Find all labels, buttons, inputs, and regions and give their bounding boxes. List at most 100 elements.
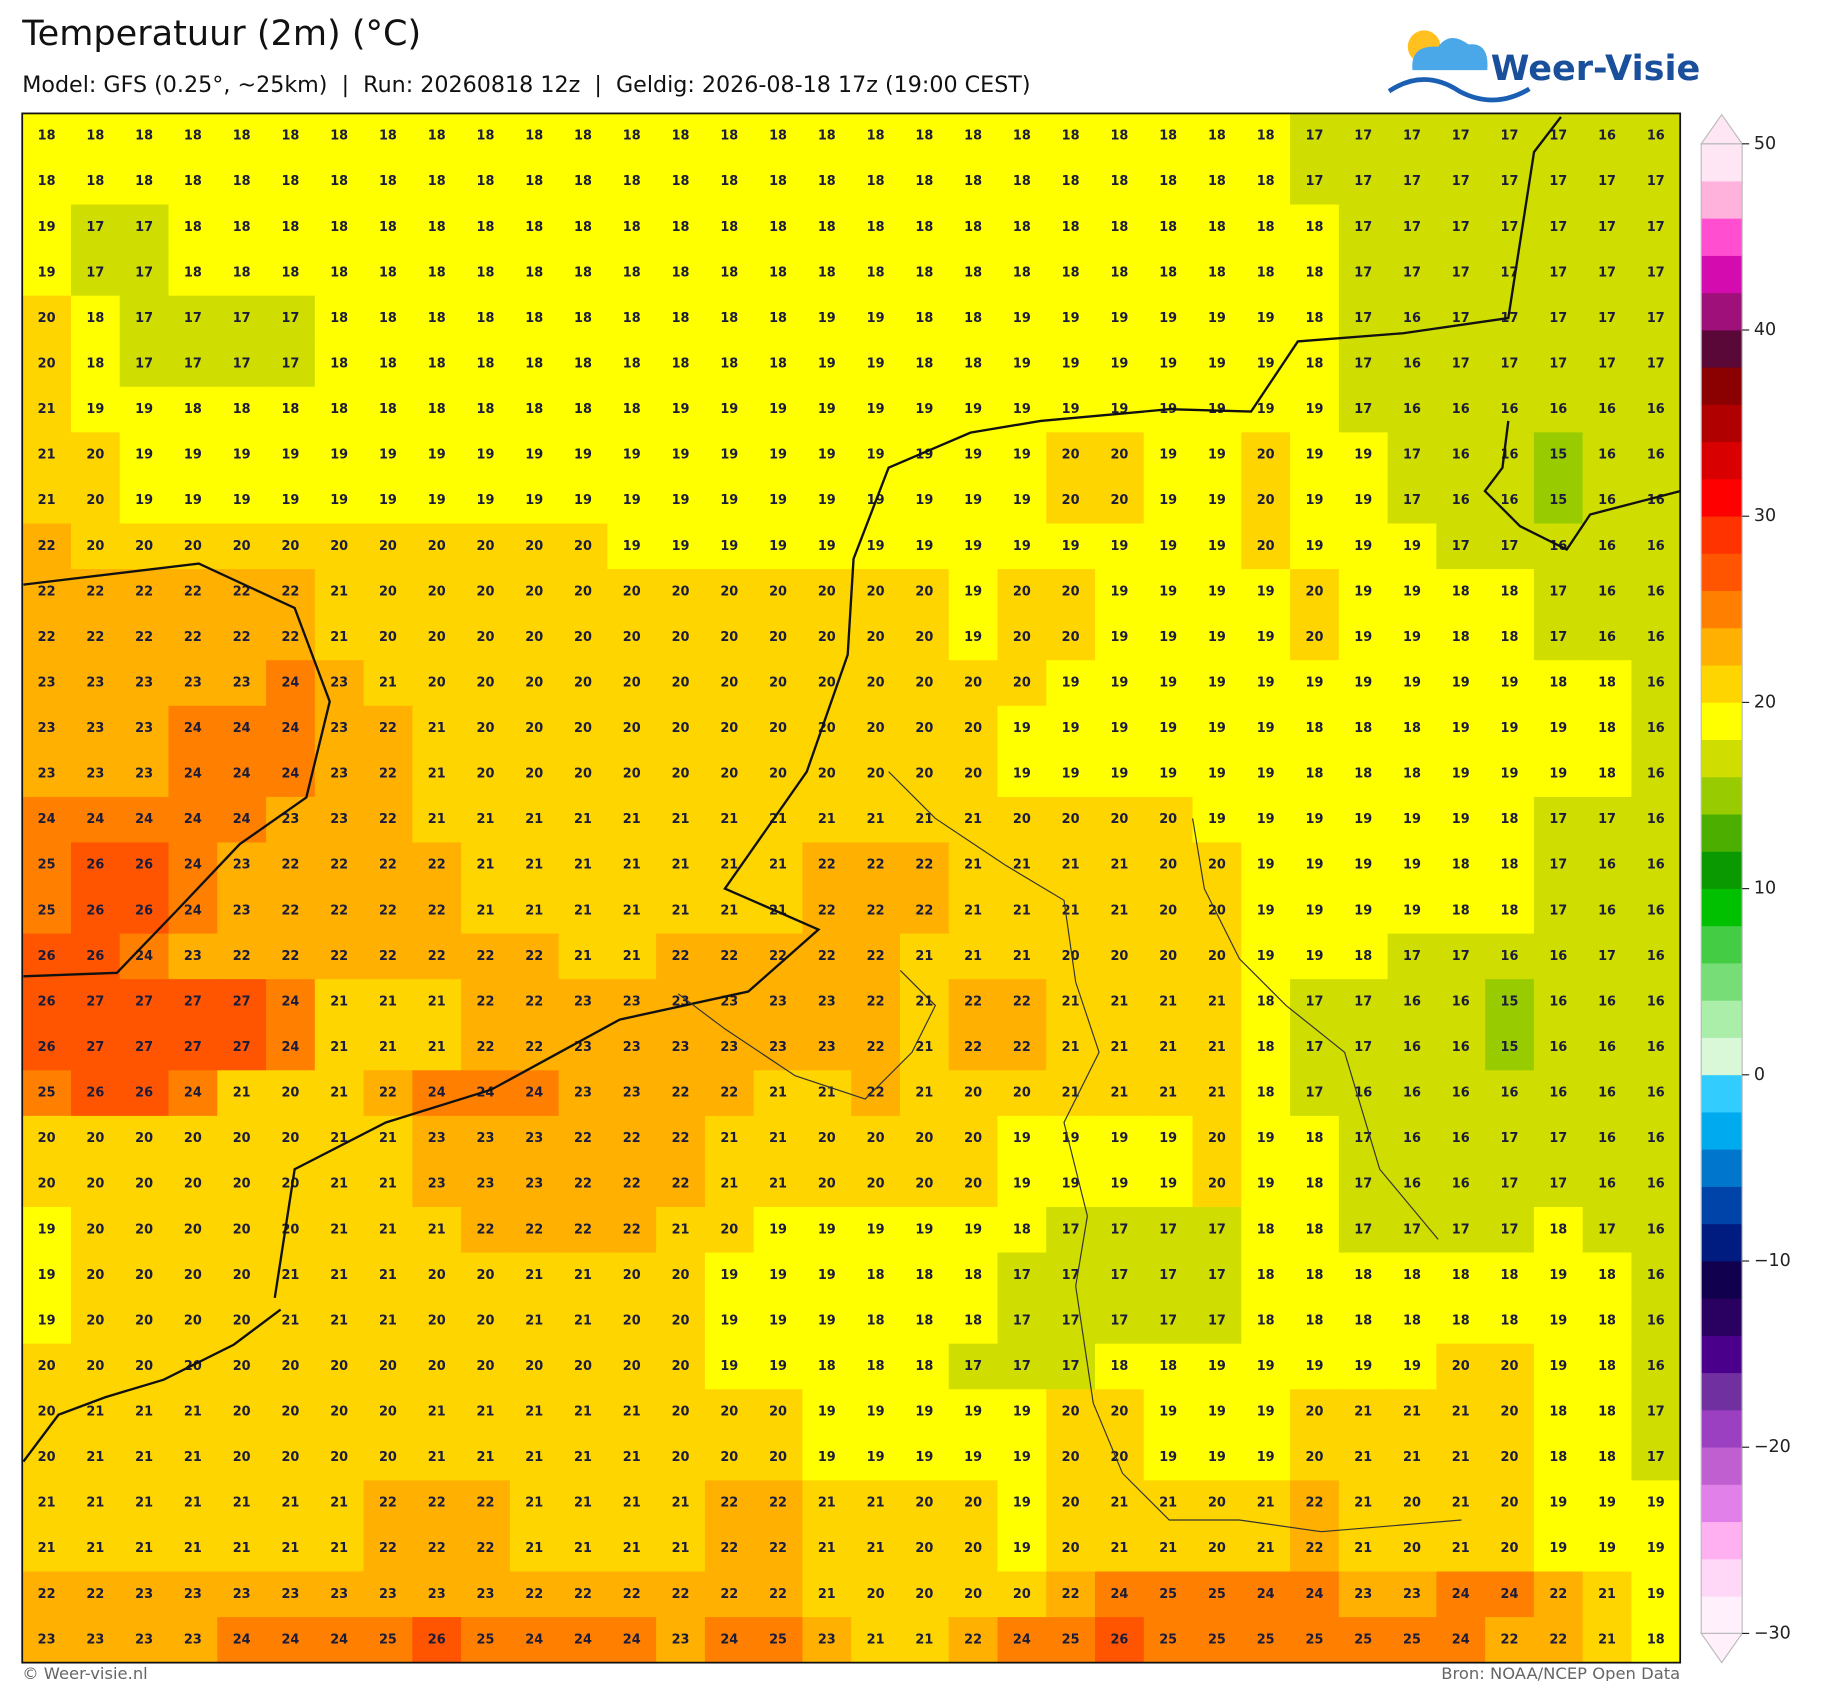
temperature-cell	[314, 888, 365, 935]
temperature-label: 18	[1501, 858, 1519, 873]
temperature-cell	[607, 796, 657, 844]
temperature-label: 18	[1452, 903, 1470, 918]
temperature-cell	[1241, 614, 1291, 661]
temperature-label: 16	[1647, 721, 1665, 736]
temperature-label: 20	[477, 721, 495, 736]
temperature-cell	[266, 1115, 316, 1163]
colorbar-segment	[1701, 1447, 1743, 1485]
temperature-cell	[656, 842, 706, 889]
temperature-cell	[168, 341, 218, 388]
temperature-label: 16	[1647, 129, 1665, 144]
colorbar-tick-label: 10	[1754, 879, 1776, 899]
temperature-label: 23	[86, 721, 104, 736]
temperature-cell	[851, 933, 901, 980]
temperature-label: 20	[1013, 1587, 1031, 1602]
temperature-cell	[168, 523, 218, 570]
temperature-cell	[217, 477, 267, 525]
temperature-label: 19	[672, 448, 690, 463]
temperature-label: 21	[574, 903, 592, 918]
temperature-cell	[509, 569, 560, 616]
temperature-cell	[1143, 1024, 1194, 1071]
temperature-label: 19	[477, 448, 495, 463]
temperature-cell	[607, 113, 657, 160]
temperature-cell	[363, 569, 414, 616]
temperature-label: 20	[428, 1313, 446, 1328]
temperature-label: 20	[867, 767, 885, 782]
colorbar-segment	[1701, 478, 1743, 517]
temperature-cell	[217, 1070, 267, 1117]
colorbar-segment	[1701, 1186, 1743, 1225]
temperature-cell	[363, 614, 414, 661]
temperature-label: 22	[281, 949, 299, 964]
temperature-label: 22	[964, 1040, 982, 1055]
temperature-cell	[802, 979, 852, 1026]
temperature-cell	[1436, 1070, 1486, 1117]
temperature-label: 19	[964, 493, 982, 508]
temperature-label: 20	[623, 584, 641, 599]
logo-text: Weer-Visie	[1491, 48, 1700, 89]
temperature-cell	[412, 523, 462, 570]
temperature-cell	[22, 386, 72, 434]
temperature-label: 21	[1159, 1541, 1177, 1556]
temperature-label: 17	[1549, 903, 1567, 918]
temperature-label: 20	[915, 1131, 933, 1146]
temperature-label: 16	[1647, 402, 1665, 417]
temperature-label: 19	[1257, 357, 1275, 372]
temperature-cell	[1192, 660, 1243, 707]
temperature-cell	[461, 1115, 511, 1163]
temperature-cell	[704, 250, 755, 297]
temperature-label: 20	[379, 1450, 397, 1465]
temperature-label: 25	[1208, 1632, 1226, 1647]
temperature-label: 19	[1306, 539, 1324, 554]
temperature-label: 19	[1208, 767, 1226, 782]
temperature-label: 21	[330, 584, 348, 599]
temperature-label: 21	[477, 812, 495, 827]
temperature-cell	[1387, 660, 1438, 707]
temperature-label: 18	[428, 129, 446, 144]
temperature-cell	[119, 250, 170, 297]
temperature-label: 17	[184, 357, 202, 372]
temperature-cell	[266, 477, 316, 525]
temperature-cell	[997, 523, 1047, 570]
temperature-label: 20	[1501, 1405, 1519, 1420]
temperature-label: 21	[184, 1541, 202, 1556]
temperature-cell	[1241, 295, 1291, 342]
temperature-label: 21	[1159, 1040, 1177, 1055]
temperature-cell	[168, 432, 218, 479]
temperature-label: 20	[135, 1268, 153, 1283]
temperature-label: 23	[330, 1587, 348, 1602]
temperature-label: 18	[1306, 1177, 1324, 1192]
temperature-label: 21	[1208, 1040, 1226, 1055]
temperature-cell	[1631, 569, 1681, 616]
temperature-label: 23	[38, 675, 56, 690]
temperature-cell	[1485, 250, 1535, 297]
temperature-label: 18	[672, 174, 690, 189]
temperature-label: 21	[330, 1040, 348, 1055]
temperature-cell	[168, 842, 218, 889]
temperature-label: 18	[233, 174, 251, 189]
temperature-label: 20	[1208, 903, 1226, 918]
temperature-cell	[656, 250, 706, 297]
temperature-cell	[1046, 386, 1096, 434]
temperature-label: 15	[1549, 493, 1567, 508]
temperature-cell	[851, 1070, 901, 1117]
temperature-label: 17	[86, 220, 104, 235]
temperature-label: 19	[1013, 1177, 1031, 1192]
temperature-cell	[802, 1070, 852, 1117]
temperature-label: 19	[915, 493, 933, 508]
temperature-label: 22	[184, 630, 202, 645]
temperature-cell	[509, 113, 560, 160]
temperature-label: 16	[1647, 994, 1665, 1009]
temperature-label: 20	[1062, 949, 1080, 964]
temperature-cell	[509, 1115, 560, 1163]
temperature-cell	[899, 842, 950, 889]
temperature-label: 19	[38, 265, 56, 280]
temperature-label: 19	[915, 1405, 933, 1420]
temperature-label: 21	[1110, 1496, 1128, 1511]
colorbar-segment	[1701, 1372, 1743, 1411]
temperature-label: 17	[1501, 1177, 1519, 1192]
temperature-cell	[1095, 158, 1145, 206]
temperature-cell	[656, 614, 706, 661]
temperature-cell	[1338, 705, 1389, 753]
temperature-cell	[948, 113, 999, 160]
